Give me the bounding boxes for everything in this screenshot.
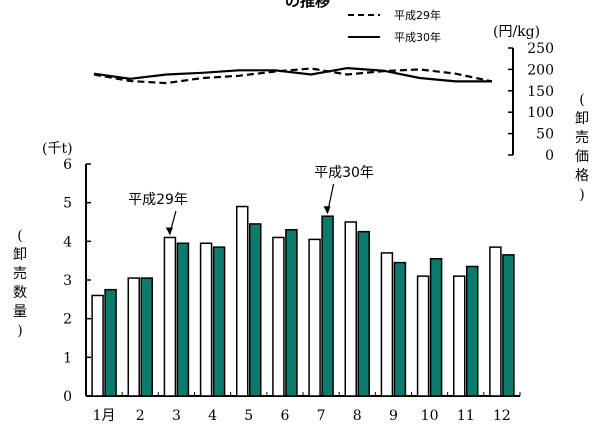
price-line-h30 xyxy=(93,66,492,83)
bar-y-tick-label: 4 xyxy=(63,234,72,250)
bar-h30 xyxy=(212,246,226,397)
bar-y-axis-title-char: 売 xyxy=(13,266,27,282)
bar-x-tick-label: 5 xyxy=(244,408,253,424)
price-y-tick-label: 150 xyxy=(527,84,554,100)
price-y-tick-label: 0 xyxy=(545,148,554,164)
bar-x-tick-label: 12 xyxy=(493,408,511,424)
price-y-axis-title-char: 売 xyxy=(575,130,589,146)
bar-h29 xyxy=(91,294,104,397)
bar-h29 xyxy=(344,221,357,397)
bar-h30 xyxy=(466,265,479,397)
bar-x-tick-label: 10 xyxy=(421,408,439,424)
bar-h29 xyxy=(236,205,249,397)
bar-h29 xyxy=(380,252,394,397)
bar-h30 xyxy=(393,261,407,397)
bar-x-tick-label: 8 xyxy=(353,408,362,424)
bar-h29 xyxy=(272,236,285,397)
bar-y-tick-label: 0 xyxy=(63,389,72,405)
bar-annotation-label: 平成30年 xyxy=(314,165,374,181)
bar-x-tick-label: 9 xyxy=(389,408,398,424)
bar-y-axis-title-char: 数 xyxy=(13,285,27,301)
bar-y-axis-title-char: 卸 xyxy=(13,247,27,263)
bar-h29 xyxy=(489,246,502,397)
bar-x-tick-label: 11 xyxy=(457,408,475,424)
bar-h29 xyxy=(199,242,213,397)
bar-x-tick-label: 1月 xyxy=(93,408,116,424)
price-unit-label: (円/kg) xyxy=(493,24,540,40)
bar-h30 xyxy=(321,215,334,397)
bar-unit-label: (千t) xyxy=(42,141,73,157)
price-line-h29 xyxy=(93,67,493,85)
price-y-tick-label: 50 xyxy=(536,127,554,143)
bar-h30 xyxy=(429,257,443,397)
bar-annotation-arrowhead xyxy=(165,227,173,236)
legend-label: 平成30年 xyxy=(394,30,441,44)
price-y-axis-title-char: ) xyxy=(579,187,584,203)
bar-x-tick-label: 7 xyxy=(317,408,326,424)
bar-x-tick-label: 6 xyxy=(280,408,289,424)
bar-h30 xyxy=(140,277,153,397)
bar-h30 xyxy=(502,254,515,397)
bar-h29 xyxy=(127,277,140,397)
bar-y-tick-label: 3 xyxy=(63,273,72,289)
bar-x-tick-label: 4 xyxy=(208,408,217,424)
bar-h30 xyxy=(357,230,370,397)
legend-label: 平成29年 xyxy=(394,8,441,22)
bar-annotation-arrowhead xyxy=(323,206,331,215)
bar-h30 xyxy=(176,242,190,397)
price-y-axis-title-char: 価 xyxy=(575,149,589,165)
price-y-tick-label: 200 xyxy=(527,62,554,78)
bar-h30 xyxy=(249,223,262,397)
bar-h29 xyxy=(163,236,177,397)
price-y-axis-title-char: 卸 xyxy=(575,111,589,127)
bar-h30 xyxy=(285,228,298,397)
bar-y-tick-label: 1 xyxy=(63,350,72,366)
bar-h30 xyxy=(104,288,117,397)
title-fragment: の推移 xyxy=(285,0,330,10)
bar-y-tick-label: 6 xyxy=(63,157,72,173)
bar-y-tick-label: 5 xyxy=(63,196,72,212)
price-y-tick-label: 100 xyxy=(527,105,554,121)
bar-y-axis-title-char: ) xyxy=(17,323,22,339)
bar-x-tick-label: 2 xyxy=(136,408,145,424)
price-y-axis-title-char: 格 xyxy=(575,168,589,184)
bar-y-axis-title-char: ( xyxy=(17,228,22,244)
bar-h29 xyxy=(453,275,466,397)
bar-annotation-label: 平成29年 xyxy=(128,192,188,208)
bar-y-axis-title-char: 量 xyxy=(13,304,27,320)
bar-x-tick-label: 3 xyxy=(172,408,181,424)
bar-y-tick-label: 2 xyxy=(63,312,72,328)
price-y-axis-title-char: ( xyxy=(579,92,584,108)
bar-h29 xyxy=(416,275,430,397)
price-y-tick-label: 250 xyxy=(527,41,554,57)
bar-h29 xyxy=(308,238,321,397)
